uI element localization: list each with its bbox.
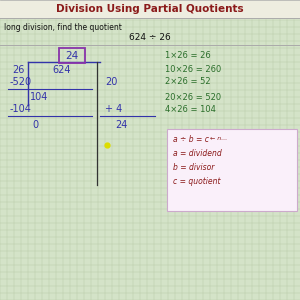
Text: long division, find the quotient: long division, find the quotient	[4, 22, 122, 32]
Text: 26: 26	[12, 65, 24, 75]
Text: 4×26 = 104: 4×26 = 104	[165, 106, 216, 115]
FancyBboxPatch shape	[167, 129, 297, 211]
Bar	[0, 0, 300, 18]
Text: Division Using Partial Quotients: Division Using Partial Quotients	[56, 4, 244, 14]
Text: -520: -520	[10, 77, 32, 87]
Text: a = dividend: a = dividend	[173, 148, 222, 158]
Text: 1×26 = 26: 1×26 = 26	[165, 52, 211, 61]
Text: c = quotient: c = quotient	[173, 176, 220, 185]
Text: + 4: + 4	[105, 104, 122, 114]
Text: 624: 624	[53, 65, 71, 75]
Text: 20×26 = 520: 20×26 = 520	[165, 92, 221, 101]
Text: 104: 104	[30, 92, 48, 102]
Text: 0: 0	[32, 120, 38, 130]
Text: 624 ÷ 26: 624 ÷ 26	[129, 34, 171, 43]
Text: 10×26 = 260: 10×26 = 260	[165, 64, 221, 74]
Text: 20: 20	[105, 77, 117, 87]
Text: 24: 24	[115, 120, 128, 130]
Text: -104: -104	[10, 104, 32, 114]
Text: b = divisor: b = divisor	[173, 163, 214, 172]
Text: a ÷ b = c: a ÷ b = c	[173, 134, 209, 143]
Text: 2×26 = 52: 2×26 = 52	[165, 77, 211, 86]
Text: 24: 24	[65, 51, 79, 61]
Text: ← n...: ← n...	[210, 136, 227, 142]
